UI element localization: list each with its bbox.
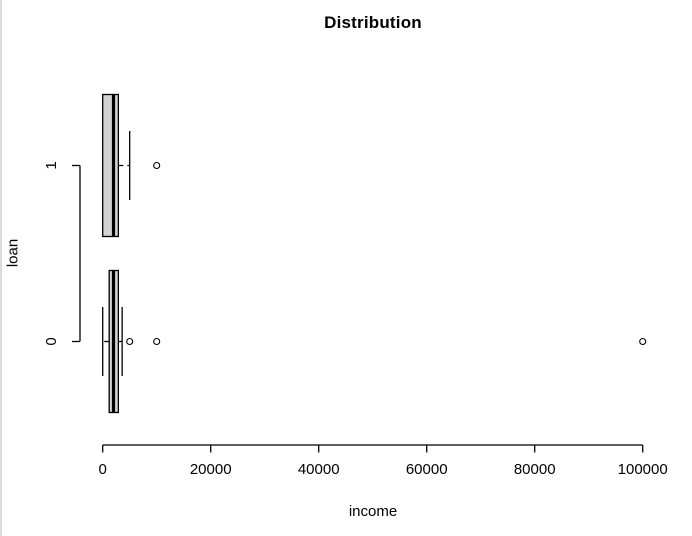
box-1 <box>102 93 120 238</box>
y-axis-title: loan <box>4 238 22 268</box>
outlier-point <box>153 337 161 346</box>
outlier-point <box>639 337 647 346</box>
chart-title: Distribution <box>324 13 422 32</box>
pane-left-border <box>0 0 2 536</box>
x-axis-title: income <box>348 503 398 520</box>
x-tick-label: 100000 <box>618 461 668 478</box>
outlier-point <box>153 161 161 170</box>
outlier-point <box>126 337 134 346</box>
x-tick-label: 80000 <box>514 461 556 478</box>
y-tick-label: 1 <box>43 161 60 169</box>
x-tick-label: 20000 <box>190 461 232 478</box>
x-tick-label: 0 <box>99 461 107 478</box>
x-tick-label: 60000 <box>406 461 448 478</box>
y-tick-label: 0 <box>43 337 60 345</box>
x-tick-label: 40000 <box>298 461 340 478</box>
